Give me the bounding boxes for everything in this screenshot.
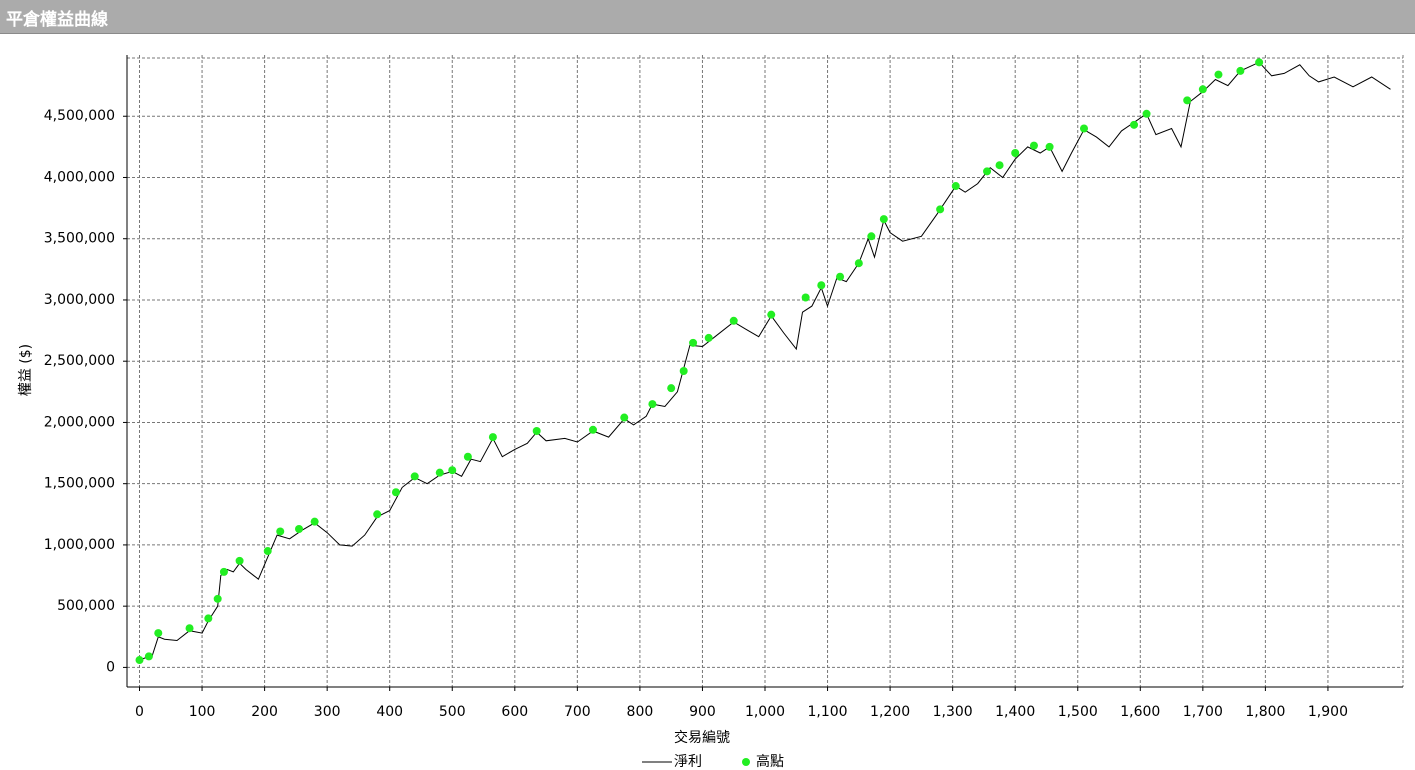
high-point xyxy=(463,452,472,461)
high-point xyxy=(276,527,285,536)
legend-label: 淨利 xyxy=(674,754,702,770)
high-point xyxy=(373,510,382,519)
x-tick-label: 1,200 xyxy=(870,704,910,720)
high-point xyxy=(144,652,153,661)
high-point xyxy=(836,272,845,281)
y-tick-label: 1,500,000 xyxy=(44,476,115,492)
high-point xyxy=(936,205,945,214)
x-tick-label: 100 xyxy=(189,704,216,720)
legend-swatch xyxy=(742,758,750,766)
y-tick-label: 3,500,000 xyxy=(44,231,115,247)
x-tick-label: 1,100 xyxy=(808,704,848,720)
legend-label: 高點 xyxy=(756,753,784,770)
high-point xyxy=(704,333,713,342)
chart: 權益 ($) 交易編號 0 500,000 1,000,000 1,500,000 2,… xyxy=(18,55,1404,770)
x-tick-label: 1,600 xyxy=(1120,704,1160,720)
x-tick-label: 1,900 xyxy=(1308,704,1348,720)
x-tick-label: 600 xyxy=(501,704,528,720)
high-point xyxy=(729,316,738,325)
x-tick-label: 200 xyxy=(251,704,278,720)
high-point xyxy=(867,232,876,241)
high-point xyxy=(310,517,319,526)
y-axis-label: 權益 ($) xyxy=(18,344,34,396)
x-tick-label: 1,800 xyxy=(1245,704,1285,720)
high-point xyxy=(983,167,992,176)
x-tick-label: 800 xyxy=(627,704,654,720)
y-tick-label: 1,000,000 xyxy=(44,537,115,553)
high-point xyxy=(1198,85,1207,94)
x-tick-label: 1,500 xyxy=(1058,704,1098,720)
y-tick-label: 4,500,000 xyxy=(44,108,115,124)
high-point xyxy=(1142,109,1151,118)
high-point xyxy=(817,281,826,290)
high-point xyxy=(854,259,863,268)
high-point xyxy=(1130,120,1139,129)
y-tick-label: 0 xyxy=(106,659,115,675)
x-tick-label: 400 xyxy=(376,704,403,720)
high-point xyxy=(219,567,228,576)
high-point xyxy=(620,413,629,422)
high-point xyxy=(951,182,960,191)
high-point xyxy=(1045,142,1054,151)
x-tick-label: 300 xyxy=(314,704,341,720)
high-point xyxy=(295,525,304,533)
high-point xyxy=(410,472,419,481)
high-point xyxy=(588,425,597,434)
high-point xyxy=(679,367,688,375)
x-tick-label: 1,700 xyxy=(1183,704,1223,720)
x-tick-label: 1,300 xyxy=(933,704,973,720)
high-point xyxy=(1214,70,1223,79)
high-point xyxy=(263,547,272,556)
high-point xyxy=(154,629,163,638)
high-point xyxy=(488,433,497,442)
high-point xyxy=(235,556,244,565)
high-point xyxy=(185,624,194,633)
y-tick-label: 2,500,000 xyxy=(44,353,115,369)
high-point xyxy=(435,468,444,477)
high-point xyxy=(801,293,810,302)
x-axis-label: 交易編號 xyxy=(674,729,730,746)
high-point xyxy=(689,338,698,347)
high-point xyxy=(879,215,888,224)
title-bar: 平倉權益曲線 xyxy=(0,0,1415,34)
high-point xyxy=(391,488,400,497)
high-point xyxy=(1236,66,1245,75)
high-point xyxy=(995,161,1004,170)
high-point xyxy=(204,614,213,623)
high-point xyxy=(1183,96,1192,105)
high-point xyxy=(213,594,222,603)
y-tick-label: 500,000 xyxy=(57,598,115,614)
high-point xyxy=(1255,58,1264,67)
y-tick-label: 4,000,000 xyxy=(44,169,115,185)
y-tick-label: 3,000,000 xyxy=(44,292,115,308)
x-tick-label: 1,000 xyxy=(745,704,785,720)
high-point xyxy=(532,427,541,436)
high-point xyxy=(448,466,457,475)
x-tick-label: 1,400 xyxy=(995,704,1035,720)
x-tick-label: 0 xyxy=(135,704,144,720)
high-point xyxy=(1029,141,1038,150)
window-title: 平倉權益曲線 xyxy=(6,10,108,30)
x-tick-label: 900 xyxy=(689,704,716,720)
high-point xyxy=(1080,124,1088,133)
high-point xyxy=(1011,148,1020,157)
y-tick-label: 2,000,000 xyxy=(44,414,115,430)
high-point xyxy=(648,400,657,409)
high-point xyxy=(667,384,676,393)
high-point xyxy=(135,656,144,665)
high-point xyxy=(767,310,776,319)
x-tick-label: 700 xyxy=(564,704,591,720)
x-tick-label: 500 xyxy=(439,704,466,720)
